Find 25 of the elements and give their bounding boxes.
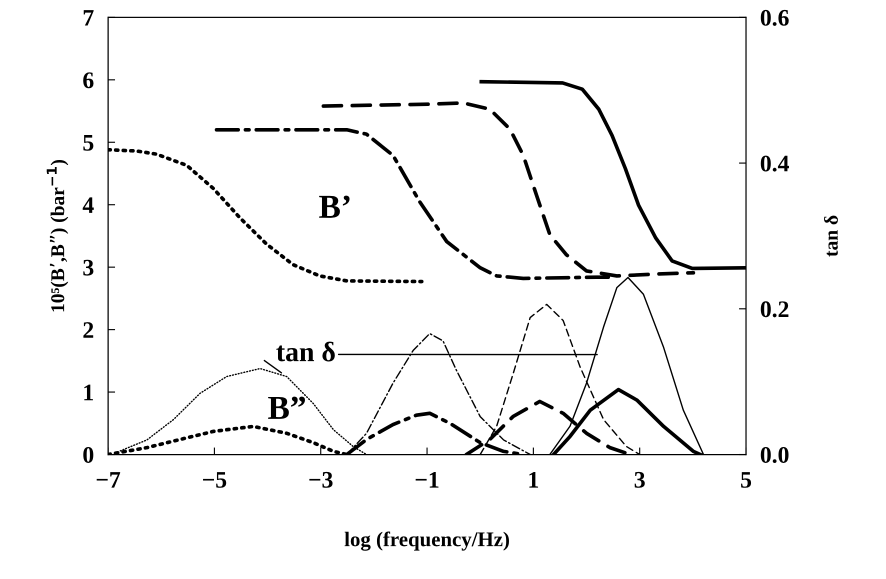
- x-tick-label: −1: [416, 472, 438, 488]
- y-tick-label: 4: [82, 197, 94, 213]
- y-tick-label: 2: [83, 322, 94, 338]
- x-tick-label: 3: [634, 472, 645, 488]
- y2-tick-label: 0.4: [760, 156, 789, 172]
- y-axis-title: 10⁵(B’,B”) (bar$^{−1}$): [46, 160, 68, 312]
- y-tick-label: 5: [83, 135, 94, 151]
- y-tick-label: 1: [84, 384, 93, 400]
- y-tick-label: 3: [83, 260, 94, 276]
- y-tick-label: 7: [84, 10, 94, 26]
- y2-tick-label: 0.0: [760, 447, 789, 464]
- x-tick-label: 5: [741, 472, 752, 488]
- y-tick-label: 6: [83, 72, 94, 88]
- x-tick-label: 1: [529, 472, 538, 488]
- y2-axis-title: tan δ: [824, 216, 838, 257]
- x-tick-label: −5: [203, 472, 226, 488]
- annotation: B”: [268, 396, 305, 419]
- annotation: B’: [319, 196, 350, 218]
- x-tick-label: −3: [309, 472, 333, 488]
- annotation: tan δ: [276, 342, 335, 362]
- y-tick-label: 0: [83, 447, 94, 463]
- y2-tick-label: 0.2: [760, 301, 788, 318]
- y2-tick-label: 0.6: [760, 10, 789, 26]
- x-tick-label: −7: [96, 472, 120, 488]
- x-axis-title: log (frequency/Hz): [344, 531, 509, 551]
